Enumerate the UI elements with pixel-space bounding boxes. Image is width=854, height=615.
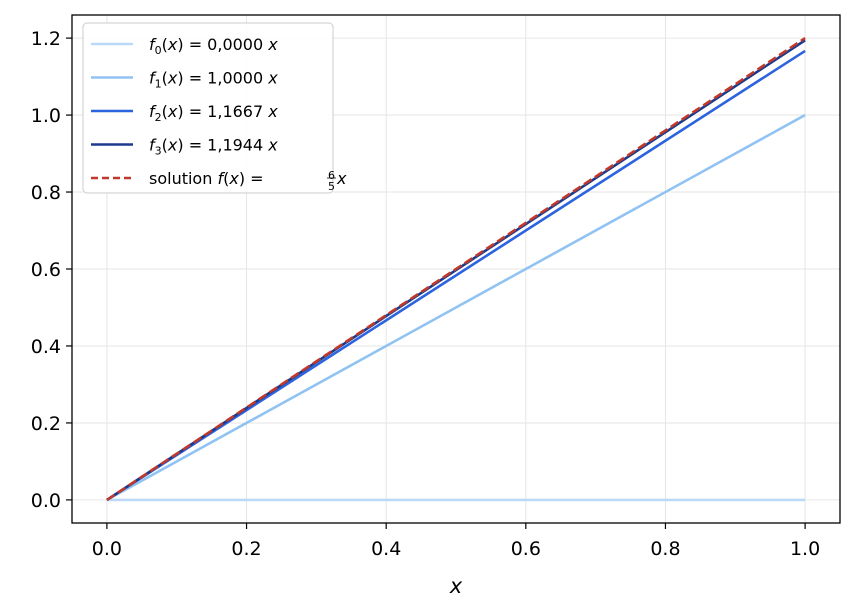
x-tick-label: 1.0 xyxy=(790,538,820,560)
x-tick-label: 0.8 xyxy=(650,538,680,560)
x-tick-label: 0.0 xyxy=(92,538,122,560)
series-line-4 xyxy=(106,37,806,501)
y-tick-label: 0.4 xyxy=(31,336,61,358)
legend-entry: f1(x) = 1,0000 x xyxy=(149,69,278,91)
legend: f0(x) = 0,0000 x f1(x) = 1,0000 x f2(x) = … xyxy=(82,22,347,194)
legend-entry: f3(x) = 1,1944 x xyxy=(149,136,278,158)
series-line-1 xyxy=(106,113,806,502)
y-tick-label: 0.0 xyxy=(31,490,61,512)
x-tick-label: 0.2 xyxy=(231,538,261,560)
legend-entry: f2(x) = 1,1667 x xyxy=(149,102,278,124)
y-axis-ticks: 0.0 0.2 0.4 0.6 0.8 1.0 1.2 xyxy=(31,28,72,512)
x-tick-label: 0.6 xyxy=(511,538,541,560)
y-tick-label: 0.8 xyxy=(31,182,61,204)
x-axis-ticks: 0.0 0.2 0.4 0.6 0.8 1.0 xyxy=(92,523,820,560)
legend-entry: f0(x) = 0,0000 x xyxy=(149,35,278,57)
y-tick-label: 1.2 xyxy=(31,28,61,50)
series-lines xyxy=(106,37,806,502)
x-tick-label: 0.4 xyxy=(371,538,401,560)
y-tick-label: 1.0 xyxy=(31,105,61,127)
y-tick-label: 0.6 xyxy=(31,259,61,281)
y-tick-label: 0.2 xyxy=(31,413,61,435)
series-line-2 xyxy=(106,49,806,502)
x-axis-label: x xyxy=(449,574,463,598)
legend-box xyxy=(82,22,334,194)
